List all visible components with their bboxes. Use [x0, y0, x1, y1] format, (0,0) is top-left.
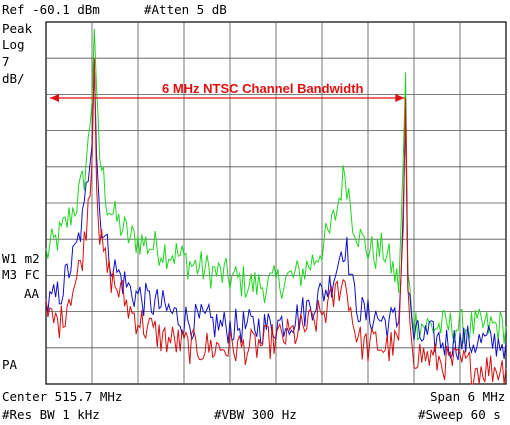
ref-level-label: Ref -60.1 dBm: [2, 2, 100, 17]
annotation-arrow-left: [50, 94, 59, 102]
annotation-arrow-right: [395, 94, 405, 102]
bandwidth-annotation-label: 6 MHz NTSC Channel Bandwidth: [162, 81, 364, 96]
detector-label: Peak: [2, 21, 33, 36]
span-label: Span 6 MHz: [430, 389, 506, 404]
scale-value-label: 7: [2, 54, 10, 69]
center-frequency-label: Center 515.7 MHz: [2, 389, 123, 404]
traces: [45, 28, 507, 385]
grid: [46, 22, 506, 384]
bandwidth-annotation: [50, 94, 405, 102]
vbw-label: #VBW 300 Hz: [214, 407, 297, 422]
pa-label: PA: [2, 357, 18, 372]
trace-b-label: M3 FC: [2, 267, 40, 282]
trace-c-label: AA: [24, 286, 40, 301]
attenuation-label: #Atten 5 dB: [144, 2, 227, 17]
trace-red: [45, 58, 507, 385]
scale-unit-label: dB/: [2, 71, 25, 86]
trace-a-label: W1 m2: [2, 251, 40, 266]
trace-blue: [45, 61, 507, 361]
scale-type-label: Log: [2, 37, 25, 52]
rbw-label: #Res BW 1 kHz: [2, 407, 100, 422]
sweep-time-label: #Sweep 60 s: [418, 407, 501, 422]
